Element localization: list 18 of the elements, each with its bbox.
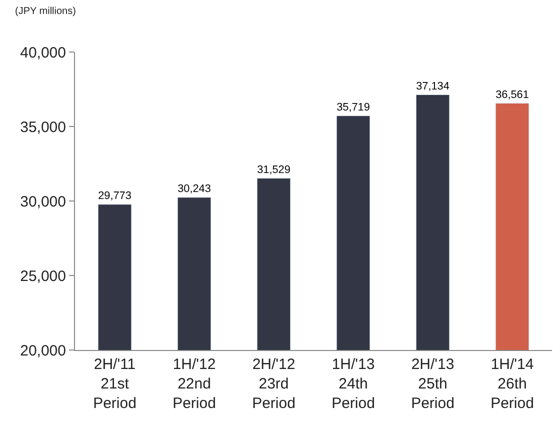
data-label: 29,773 [98, 190, 132, 202]
y-tick-label: 40,000 [20, 44, 66, 62]
data-label: 35,719 [336, 101, 370, 114]
x-tick-label: 2H/'11 21st Period [93, 356, 136, 412]
y-tick-label: 30,000 [20, 193, 66, 210]
x-tick-label: 2H/'13 25th Period [411, 356, 454, 412]
x-tick-label: 1H/'13 24th Period [332, 356, 375, 412]
x-tick-label: 1H/'12 22nd Period [172, 356, 216, 412]
text: (JPY millions) [15, 6, 76, 17]
data-label: 30,243 [178, 182, 211, 195]
data-label: 37,134 [416, 80, 450, 92]
y-tick-label: 25,000 [20, 268, 66, 285]
x-tick-label: 1H/'14 26th Period [490, 356, 534, 412]
y-tick-label: 20,000 [20, 342, 66, 360]
y-tick-label: 35,000 [20, 118, 66, 136]
data-label: 31,529 [257, 164, 290, 176]
x-tick-label: 2H/'12 23rd Period [252, 356, 296, 412]
data-label: 36,561 [496, 88, 529, 101]
